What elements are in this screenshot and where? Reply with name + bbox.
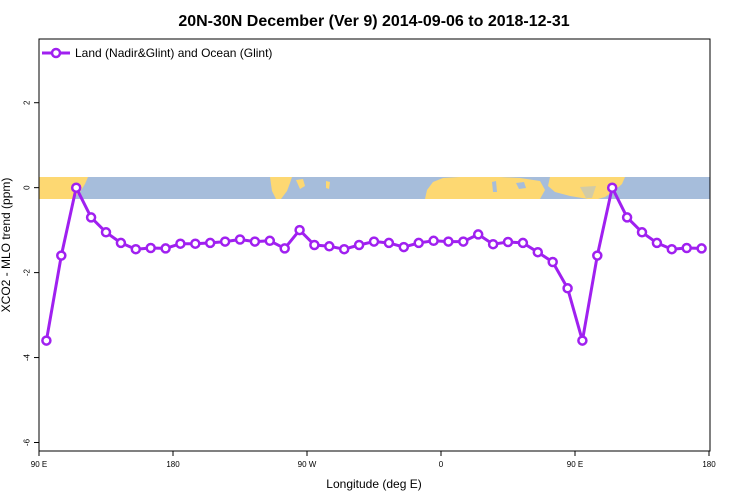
data-point <box>502 236 514 248</box>
legend: Land (Nadir&Glint) and Ocean (Glint) <box>42 46 272 60</box>
data-point <box>264 235 276 247</box>
land-shape-africa-arabia <box>425 177 545 199</box>
data-point <box>472 229 484 240</box>
x-tick-label: 90 E <box>567 460 583 469</box>
data-point <box>458 236 469 247</box>
data-point <box>532 246 544 258</box>
y-tick-label: -2 <box>23 269 32 277</box>
land-shape-india <box>580 186 596 198</box>
legend-label: Land (Nadir&Glint) and Ocean (Glint) <box>75 46 272 60</box>
x-tick-label: 180 <box>702 460 716 469</box>
data-point <box>41 335 52 346</box>
data-point <box>606 182 618 193</box>
data-point <box>219 236 231 247</box>
data-point <box>666 243 678 255</box>
data-point <box>294 224 305 236</box>
land-shape-mexico <box>296 179 305 189</box>
data-point <box>443 236 454 247</box>
series-layer <box>41 182 707 346</box>
data-point <box>115 237 127 249</box>
data-point <box>487 238 499 250</box>
y-tick-label: 0 <box>23 185 32 190</box>
data-point <box>234 234 246 245</box>
data-point <box>324 241 335 252</box>
data-point <box>249 236 261 247</box>
data-point <box>636 227 648 238</box>
data-point <box>577 335 588 346</box>
plot-frame <box>38 38 711 452</box>
data-point <box>681 242 692 254</box>
data-point <box>70 182 82 193</box>
x-tick-label: 90 W <box>298 460 317 469</box>
data-point <box>204 237 216 249</box>
data-point <box>145 242 156 254</box>
data-point <box>175 238 186 249</box>
data-point <box>517 237 529 249</box>
data-point <box>130 243 142 255</box>
land-shape-america <box>270 177 292 199</box>
data-point <box>353 239 365 251</box>
data-point <box>651 237 663 249</box>
y-axis: 2 0 -2 -4 -6 <box>23 100 39 446</box>
chart-title: 20N-30N December (Ver 9) 2014-09-06 to 2… <box>178 13 569 30</box>
series-line <box>44 186 702 343</box>
land-shape-florida <box>326 181 330 189</box>
data-point <box>338 243 350 255</box>
y-axis-label: XCO2 - MLO trend (ppm) <box>0 178 13 313</box>
y-tick-label: -4 <box>23 353 32 361</box>
data-point <box>160 243 171 254</box>
data-point <box>368 236 380 247</box>
data-point <box>696 243 707 254</box>
data-point <box>428 235 439 247</box>
data-point <box>592 250 603 261</box>
x-tick-label: 90 E <box>31 460 47 469</box>
data-point <box>190 238 201 249</box>
data-point <box>398 241 410 253</box>
data-point <box>85 212 97 223</box>
land-band <box>39 177 710 199</box>
y-tick-label: 2 <box>23 100 32 105</box>
data-point <box>413 237 424 249</box>
x-tick-label: 180 <box>166 460 180 469</box>
y-tick-label: -6 <box>23 438 32 446</box>
land-shape-red-sea <box>492 181 497 192</box>
data-point <box>100 227 112 238</box>
data-point <box>562 283 573 294</box>
data-point <box>279 243 290 254</box>
data-point <box>383 237 395 249</box>
data-point <box>56 250 67 261</box>
legend-marker <box>50 47 62 59</box>
x-axis-label: Longitude (deg E) <box>326 477 421 491</box>
land-shape-persian-gulf <box>516 182 526 189</box>
data-point <box>309 239 320 251</box>
data-point <box>621 212 633 223</box>
data-point <box>547 256 558 268</box>
x-axis: 90 E 180 90 W 0 90 E 180 <box>31 451 716 469</box>
x-tick-label: 0 <box>439 460 444 469</box>
